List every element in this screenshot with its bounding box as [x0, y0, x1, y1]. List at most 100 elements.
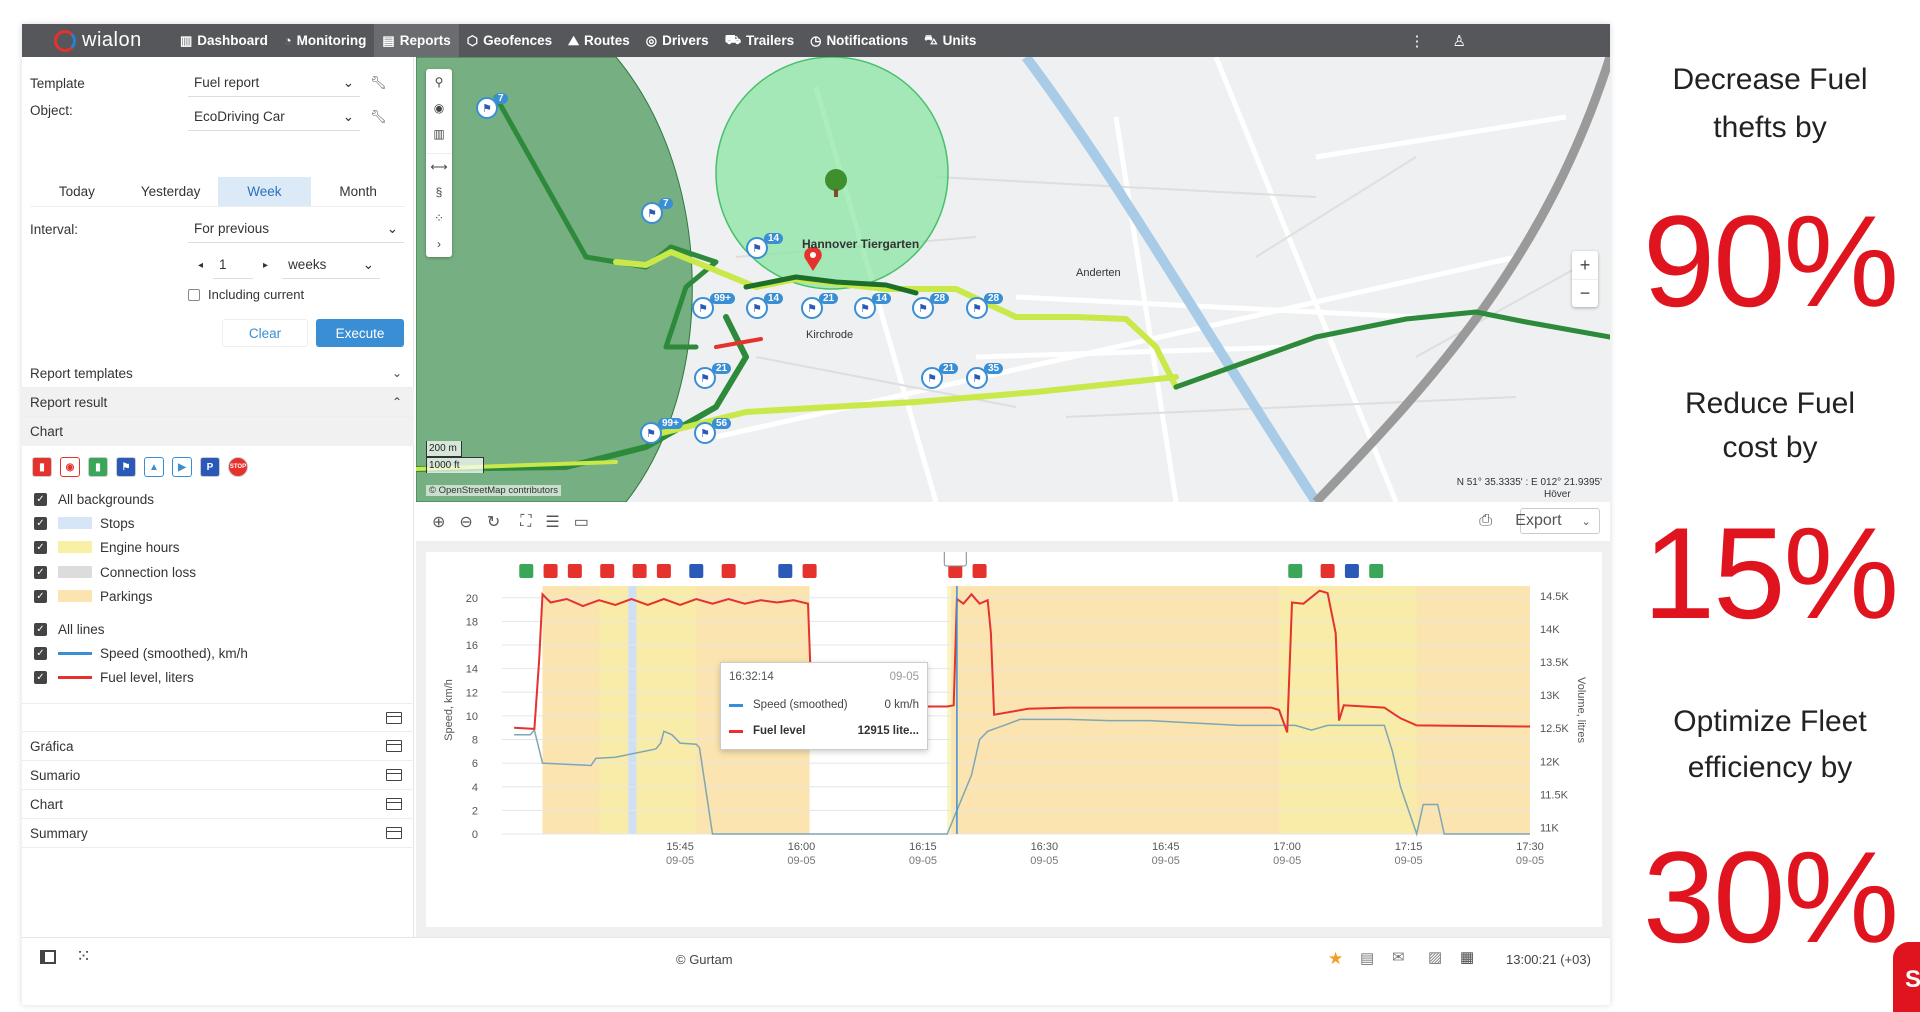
- export-button[interactable]: Export ⌄: [1515, 508, 1600, 534]
- nav-routes[interactable]: ⛰ Routes: [560, 24, 638, 57]
- nav-geofences[interactable]: ⬡ Geofences: [459, 24, 560, 57]
- unit-marker[interactable]: ⚑ 7: [641, 198, 673, 224]
- map-ruler-icon[interactable]: ⟷: [426, 153, 452, 179]
- chart-section-header[interactable]: Chart: [22, 417, 414, 446]
- unit-marker[interactable]: ⚑ 14: [746, 233, 784, 259]
- zoom-in-button[interactable]: +: [1579, 254, 1591, 275]
- nav-drivers[interactable]: ◎ Drivers: [638, 24, 717, 57]
- connection-loss-checkbox[interactable]: ✓: [34, 565, 47, 579]
- increment-icon[interactable]: ▸: [263, 259, 269, 271]
- unit-marker[interactable]: ⚑ 35: [966, 363, 1004, 389]
- fuel-drain-icon[interactable]: ▮: [32, 457, 52, 477]
- map-eye-icon[interactable]: ◉: [433, 101, 445, 115]
- wrench-icon[interactable]: 🔧︎: [370, 109, 387, 124]
- all-backgrounds-checkbox[interactable]: ✓: [34, 492, 47, 506]
- unit-marker[interactable]: ⚑ 7: [476, 93, 508, 119]
- stops-checkbox[interactable]: ✓: [34, 516, 47, 530]
- chart-comment-icon[interactable]: ☰: [545, 513, 560, 531]
- interval-select[interactable]: For previous ⌄: [188, 215, 404, 243]
- nav-trailers[interactable]: ⛟ Trailers: [717, 24, 802, 57]
- location-pin-icon[interactable]: [804, 247, 822, 271]
- apps-grid-icon[interactable]: ⁙: [76, 946, 92, 966]
- all-lines-row[interactable]: ✓ All lines: [34, 619, 105, 639]
- wrench-icon[interactable]: 🔧︎: [370, 75, 387, 90]
- tab-yesterday[interactable]: Yesterday: [140, 184, 201, 199]
- background-engine-hours-row[interactable]: ✓ Engine hours: [34, 537, 180, 557]
- parkings-checkbox[interactable]: ✓: [34, 589, 47, 603]
- chart-reset-icon[interactable]: ↻: [486, 513, 501, 531]
- line-fuel-row[interactable]: ✓ Fuel level, liters: [34, 667, 194, 687]
- wialon-logo[interactable]: wialon: [22, 24, 172, 57]
- template-row-grafica[interactable]: Gráfica: [22, 732, 414, 761]
- template-select[interactable]: Fuel report ⌄: [188, 69, 360, 97]
- chart-fit-icon[interactable]: ⛶: [520, 512, 532, 530]
- background-connection-loss-row[interactable]: ✓ Connection loss: [34, 562, 196, 582]
- table-icon[interactable]: [386, 798, 402, 810]
- unit-marker[interactable]: ⚑ 14: [746, 293, 784, 319]
- tab-month[interactable]: Month: [339, 184, 377, 199]
- flag-icon[interactable]: ⚑: [116, 457, 136, 477]
- report-templates-header[interactable]: Report templates ⌄: [22, 359, 414, 388]
- unit-marker[interactable]: ⚑ 21: [801, 293, 839, 319]
- nav-notifications[interactable]: ◷ Notifications: [802, 24, 916, 57]
- nav-reports[interactable]: ▤ Reports: [374, 24, 459, 57]
- video-icon[interactable]: ▶: [172, 457, 192, 477]
- object-select[interactable]: EcoDriving Car ⌄: [188, 103, 360, 131]
- promo-tab[interactable]: S: [1893, 942, 1920, 1012]
- background-stops-row[interactable]: ✓ Stops: [34, 513, 135, 533]
- fuel-chart[interactable]: 0 2 4 6 8 10 12 14 16 18 20 11K 11.5K 12K 12.5K 13K 13.5…: [426, 547, 1602, 927]
- chart-zoom-in-icon[interactable]: ⊕: [432, 513, 446, 531]
- map-expand-icon[interactable]: ›: [437, 237, 441, 251]
- background-parkings-row[interactable]: ✓ Parkings: [34, 586, 153, 606]
- stop-icon[interactable]: STOP: [228, 457, 248, 477]
- unit-marker[interactable]: ⚑ 21: [921, 363, 959, 389]
- map-points-icon[interactable]: ⁘: [433, 211, 445, 225]
- map-view[interactable]: Hannover Tiergarten Anderten Kirchrode H…: [416, 57, 1610, 502]
- line-speed-row[interactable]: ✓ Speed (smoothed), km/h: [34, 643, 248, 663]
- layout-icon[interactable]: ▦: [1460, 949, 1475, 966]
- unit-marker[interactable]: ⚑ 14: [854, 293, 892, 319]
- including-current-checkbox[interactable]: [188, 288, 200, 301]
- count-input[interactable]: 1: [213, 251, 254, 279]
- map-canvas[interactable]: [416, 57, 1610, 502]
- unit-marker[interactable]: ⚑ 99+: [692, 293, 735, 319]
- table-icon[interactable]: [386, 769, 402, 781]
- image-icon[interactable]: ▲: [144, 457, 164, 477]
- favorite-star-icon[interactable]: ★: [1328, 949, 1344, 968]
- zoom-out-button[interactable]: −: [1572, 279, 1598, 307]
- engine-hours-checkbox[interactable]: ✓: [34, 540, 47, 554]
- clear-button[interactable]: Clear: [222, 319, 308, 347]
- speeding-icon[interactable]: ◉: [60, 457, 80, 477]
- map-layers-icon[interactable]: ▥: [433, 127, 445, 141]
- fuel-fill-icon[interactable]: ▮: [88, 457, 108, 477]
- panel-toggle-icon[interactable]: [40, 950, 56, 964]
- all-backgrounds-row[interactable]: ✓ All backgrounds: [34, 489, 154, 509]
- user-icon[interactable]: ♙: [1452, 32, 1466, 50]
- table-icon[interactable]: [386, 711, 402, 724]
- chart-zoom-out-icon[interactable]: ⊖: [459, 513, 473, 531]
- gallery-icon[interactable]: ▨: [1428, 949, 1443, 966]
- unit-marker[interactable]: ⚑ 99+: [640, 418, 683, 444]
- map-attribution[interactable]: © OpenStreetMap contributors: [426, 485, 561, 496]
- nav-units[interactable]: ⛍ Units: [916, 24, 984, 57]
- template-row-blank[interactable]: [22, 703, 414, 732]
- unit-marker[interactable]: ⚑ 21: [694, 363, 732, 389]
- table-icon[interactable]: [386, 827, 402, 839]
- report-result-header[interactable]: Report result ⌃: [22, 388, 414, 417]
- all-lines-checkbox[interactable]: ✓: [34, 622, 47, 636]
- decrement-icon[interactable]: ◂: [198, 259, 204, 271]
- tab-week[interactable]: Week: [217, 177, 312, 206]
- fuel-checkbox[interactable]: ✓: [34, 670, 47, 684]
- execute-button[interactable]: Execute: [316, 319, 404, 347]
- template-row-summary[interactable]: Summary: [22, 819, 414, 848]
- template-row-sumario[interactable]: Sumario: [22, 761, 414, 790]
- chart-ruler-icon[interactable]: ▭: [573, 513, 589, 531]
- parking-icon[interactable]: P: [200, 457, 220, 477]
- geofence-dark[interactable]: [416, 57, 693, 502]
- map-search-icon[interactable]: ⚲: [434, 75, 444, 89]
- print-icon[interactable]: ⎙: [1479, 512, 1492, 529]
- table-icon[interactable]: [386, 740, 402, 752]
- nav-monitoring[interactable]: ◔ Monitoring: [276, 24, 375, 57]
- tab-today[interactable]: Today: [58, 184, 95, 199]
- messages-icon[interactable]: ✉: [1392, 949, 1405, 966]
